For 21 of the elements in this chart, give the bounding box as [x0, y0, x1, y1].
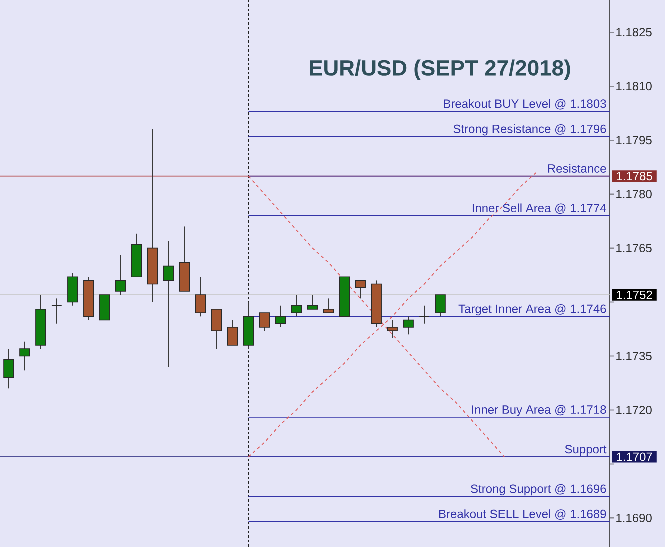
y-tick-label: 1.1810 [616, 82, 652, 91]
ref-line-label: Target Inner Area @ 1.1746 [458, 304, 606, 316]
y-tick-label: 1.1825 [616, 28, 652, 37]
ref-line-label: Strong Resistance @ 1.1796 [454, 124, 606, 136]
text: 1.1752 [617, 290, 652, 300]
ref-line-label: Breakout BUY Level @ 1.1803 [444, 99, 606, 110]
y-tick-label: 1.1720 [616, 406, 652, 414]
y-tick-label: 1.1780 [616, 190, 652, 199]
ref-line-label: Resistance [548, 164, 606, 173]
ref-line-label: Support [565, 445, 607, 456]
ref-line-label: Strong Support @ 1.1696 [471, 484, 606, 496]
y-tick-label: 1.1765 [616, 244, 652, 253]
y-tick-label: 1.1795 [616, 136, 652, 145]
ref-line-label: Inner Buy Area @ 1.1718 [472, 405, 606, 416]
ref-line-label: Breakout SELL Level @ 1.1689 [439, 510, 606, 520]
y-tick-label: 1.1690 [616, 514, 652, 522]
text: EUR/USD (SEPT 27/2018) [310, 60, 570, 80]
text: 1.1707 [617, 452, 652, 462]
text: 1.1785 [617, 172, 652, 181]
y-tick-label: 1.1735 [616, 352, 652, 360]
ref-line-label: Inner Sell Area @ 1.1774 [472, 204, 606, 214]
